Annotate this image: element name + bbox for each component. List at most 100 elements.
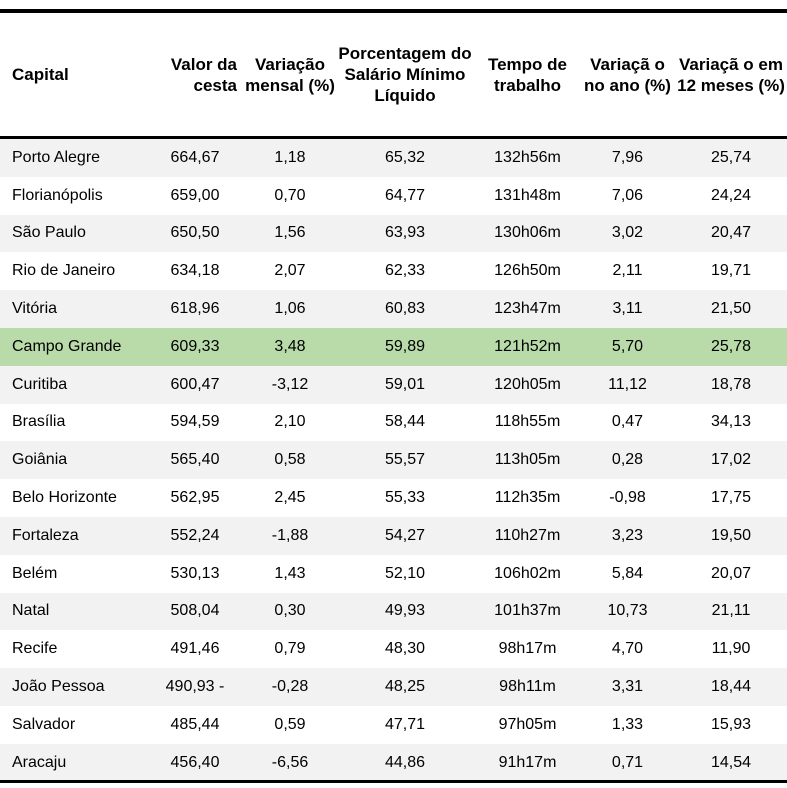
cell-value: 14,54 [710,753,752,771]
cell-value: 18,78 [710,375,752,393]
cell-value: 58,44 [384,413,426,431]
cell-value: 0,59 [274,715,306,733]
cell-value: 2,45 [274,489,306,507]
cell-value: 7,96 [611,148,644,166]
cell-value: 552,24 [170,526,220,544]
cell-value: 123h47m [494,300,561,318]
cell-value: 44,86 [384,753,426,771]
bottom-rule [0,780,787,783]
cell-value: 0,79 [274,640,306,658]
cell-value: 60,83 [384,300,426,318]
table-row: João Pessoa 490,93 - -0,28 48,25 98h11m 3,31 1… [0,668,787,706]
table-row: Belém 530,13 1,43 52,10 106h02m 5,84 20,07 [0,555,787,593]
basket-price-table: Capital Valor da cesta Variação mensal (… [0,13,787,782]
cell-value: 112h35m [494,489,561,507]
table-row: Vitória 618,96 1,06 60,83 123h47m 3,11 21,50 [0,290,787,328]
cell-value: 634,18 [170,262,220,280]
cell-value: 659,00 [170,186,220,204]
cell-value: 47,71 [384,715,426,733]
cell-value: -0,98 [609,489,646,507]
cell-value: 562,95 [170,489,220,507]
cell-value: 2,11 [612,262,643,280]
cell-capital: João Pessoa [12,678,105,696]
cell-value: 65,32 [384,148,426,166]
table-row: Porto Alegre 664,67 1,18 65,32 132h56m 7,96 25… [0,137,787,177]
header-variacao-ano: Variaçã o no ano (%) [584,54,671,95]
table-row: Natal 508,04 0,30 49,93 101h37m 10,73 21,11 [0,592,787,631]
cell-value: 110h27m [494,526,561,544]
cell-capital: Recife [12,640,58,658]
table-row: Brasília 594,59 2,10 58,44 118h55m 0,47 34,13 [0,404,787,442]
table-row: Recife 491,46 0,79 48,30 98h17m 4,70 11,90 [0,630,787,668]
cell-value: 52,10 [384,564,426,582]
cell-value: 664,67 [170,148,220,166]
table-row: Curitiba 600,47 -3,12 59,01 120h05m 11,12 18,7… [0,365,787,404]
cell-value: 1,33 [611,715,644,733]
cell-value: 3,23 [611,526,644,544]
cell-value: 121h52m [494,337,561,355]
cell-value: 120h05m [494,375,561,393]
cell-value: 64,77 [384,186,426,204]
cell-value: 19,50 [710,526,752,544]
cell-capital: Rio de Janeiro [12,262,116,280]
cell-value: 10,73 [607,602,648,620]
header-valor: Valor da cesta [170,54,237,95]
cell-value: 25,78 [710,337,752,355]
table-row: Campo Grande 609,33 3,48 59,89 121h52m 5,70 25… [0,327,787,366]
cell-value: 456,40 [170,753,220,771]
cell-value: 1,18 [274,148,306,166]
cell-value: -6,56 [271,753,309,771]
cell-value: 1,06 [274,300,306,318]
cell-value: 650,50 [170,224,220,242]
header-capital: Capital [12,65,69,84]
cell-value: 97h05m [498,715,557,733]
cell-value: 3,48 [274,337,306,355]
cell-capital: Belo Horizonte [12,489,117,507]
table-row: Fortaleza 552,24 -1,88 54,27 110h27m 3,23 19,5… [0,516,787,555]
cell-value: 21,11 [711,602,751,620]
cell-value: 485,44 [170,715,220,733]
cell-capital: São Paulo [12,224,86,242]
cell-value: 3,02 [611,224,644,242]
cell-value: 19,71 [710,262,752,280]
cell-value: 1,56 [274,224,306,242]
cell-value: 63,93 [384,224,426,242]
cell-value: 17,75 [710,489,752,507]
cell-value: 126h50m [494,262,561,280]
cell-value: 0,70 [274,186,306,204]
cell-value: 7,06 [611,186,644,204]
cell-value: 55,57 [384,451,426,469]
cell-value: 25,74 [710,148,752,166]
cell-capital: Campo Grande [12,337,122,355]
cell-value: 618,96 [170,300,220,318]
cell-capital: Natal [12,602,50,620]
cell-value: 55,33 [384,489,426,507]
header-row: Capital Valor da cesta Variação mensal (… [0,13,787,138]
cell-value: 18,44 [710,678,752,696]
cell-value: 600,47 [170,375,220,393]
cell-value: -1,88 [271,526,309,544]
cell-capital: Porto Alegre [12,148,101,166]
cell-value: 101h37m [494,602,561,620]
cell-value: 131h48m [494,186,561,204]
cell-capital: Goiânia [12,451,68,469]
cell-value: 565,40 [170,451,220,469]
cell-value: 5,84 [611,564,644,582]
cell-value: 0,28 [611,451,644,469]
table-row: Belo Horizonte 562,95 2,45 55,33 112h35m -0,9… [0,479,787,517]
cell-value: 48,30 [384,640,426,658]
cell-value: 91h17m [498,753,557,771]
cell-capital: Aracaju [12,753,67,771]
cell-value: 106h02m [494,564,561,582]
cell-value: 15,93 [710,715,752,733]
cell-value: 609,33 [170,337,220,355]
cell-value: 17,02 [710,451,752,469]
cell-value: 20,47 [710,224,752,242]
cell-capital: Curitiba [12,375,68,393]
cell-capital: Florianópolis [12,186,103,204]
cell-value: 491,46 [170,640,220,658]
cell-value: 21,50 [710,300,752,318]
table-row: Rio de Janeiro 634,18 2,07 62,33 126h50m 2,11… [0,252,787,290]
cell-value: 1,43 [274,564,306,582]
top-rule [0,9,787,13]
